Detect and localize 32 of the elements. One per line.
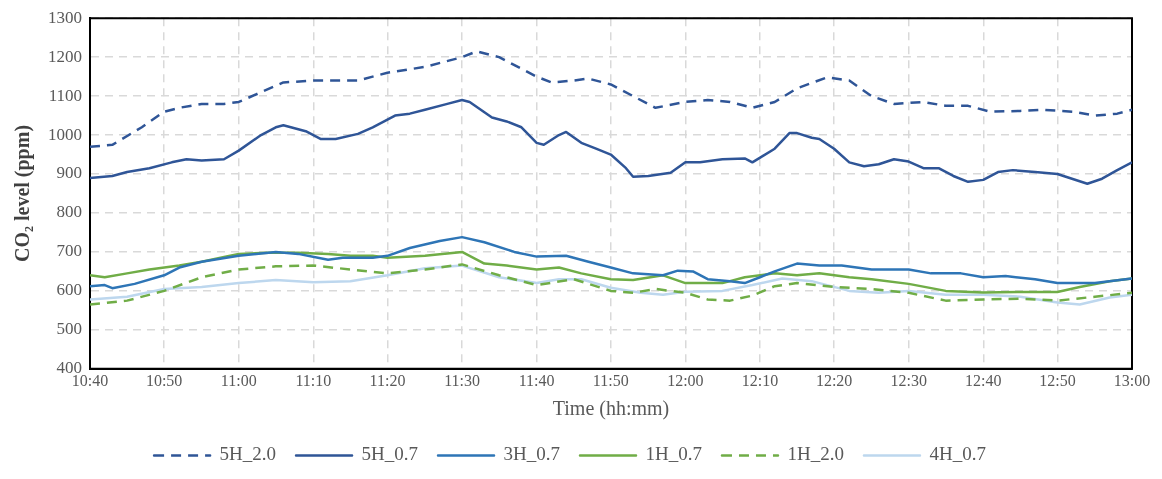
- x-tick-label: 12:50: [1039, 371, 1076, 389]
- x-tick-label: 11:40: [518, 371, 555, 389]
- x-tick-label: 10:50: [145, 371, 183, 389]
- legend-label: 5H_0.7: [361, 443, 419, 465]
- y-tick-label: 600: [56, 280, 82, 300]
- x-tick-label: 11:10: [295, 371, 332, 389]
- x-tick-label: 11:00: [220, 371, 257, 389]
- x-tick-label: 11:30: [444, 371, 480, 389]
- x-tick-label: 11:20: [369, 371, 406, 389]
- x-tick-label: 12:40: [965, 371, 1002, 389]
- legend-label: 4H_0.7: [929, 443, 986, 465]
- y-tick-label: 1100: [48, 85, 82, 105]
- legend-label: 3H_0.7: [503, 443, 561, 465]
- x-tick-label: 12:20: [815, 371, 853, 389]
- legend-label: 1H_2.0: [787, 443, 844, 465]
- legend-label: 1H_0.7: [645, 443, 702, 465]
- x-axis-title: Time (hh:mm): [552, 397, 670, 421]
- y-tick-label: 700: [56, 241, 82, 261]
- x-tick-label: 12:10: [741, 371, 779, 389]
- y-tick-label: 1200: [48, 46, 82, 66]
- x-tick-label: 13:00: [1113, 371, 1151, 389]
- y-axis-title: CO₂ level (ppm): [11, 124, 35, 263]
- legend-label: 5H_2.0: [219, 443, 277, 465]
- y-tick-label: 1000: [48, 124, 82, 144]
- y-tick-label: 500: [56, 319, 82, 339]
- x-tick-label: 12:00: [667, 371, 704, 389]
- y-tick-label: 800: [56, 202, 82, 222]
- x-tick-label: 11:50: [592, 371, 629, 389]
- y-tick-label: 1300: [48, 7, 82, 27]
- y-tick-label: 900: [56, 163, 82, 183]
- line-series: [90, 50, 1132, 148]
- x-tick-label: 12:30: [890, 371, 927, 389]
